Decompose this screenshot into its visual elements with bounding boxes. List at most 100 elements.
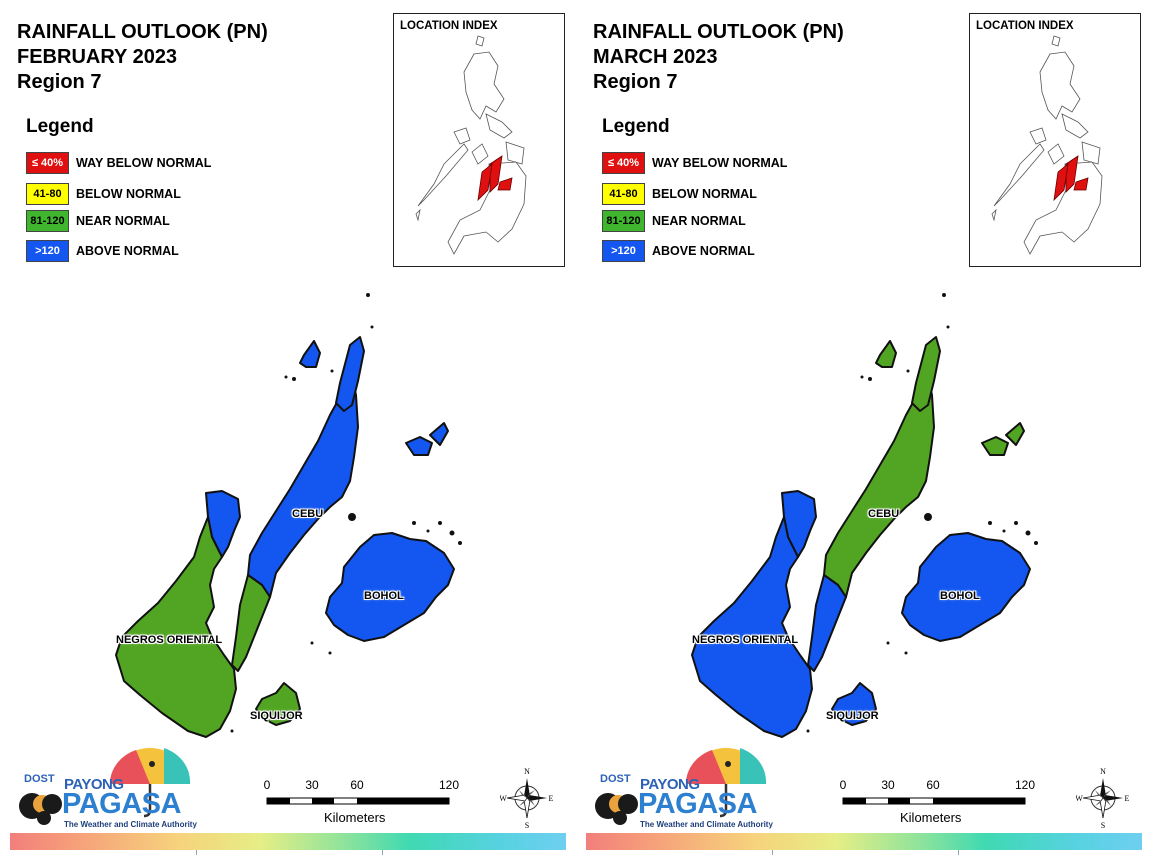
province-cebu-north <box>823 368 935 598</box>
legend-item-below-normal: 41-80 BELOW NORMAL <box>602 182 757 206</box>
logo-tagline: The Weather and Climate Authority <box>640 820 773 829</box>
logo-pagasa-text: PAGASA <box>638 788 757 820</box>
region-7-highlight <box>1053 155 1089 202</box>
legend-item-below-normal: 41-80 BELOW NORMAL <box>26 182 181 206</box>
legend-item-near-normal: 81-120 NEAR NORMAL <box>26 209 170 233</box>
legend-swatch: ≤ 40% <box>26 152 69 174</box>
pagasa-logo: DOST PAYONG PAGASA The Weather and Clima… <box>14 740 204 832</box>
scale-unit-label: Kilometers <box>324 810 386 825</box>
legend-swatch: ≤ 40% <box>602 152 645 174</box>
province-negros-oriental-south <box>691 516 813 738</box>
place-label-cebu: CEBU <box>868 508 900 520</box>
legend-label: ABOVE NORMAL <box>652 244 755 258</box>
legend-item-above-normal: >120 ABOVE NORMAL <box>26 239 179 263</box>
legend-label: ABOVE NORMAL <box>76 244 179 258</box>
province-cebu-south <box>807 574 847 672</box>
outlook-panel-march: RAINFALL OUTLOOK (PN) MARCH 2023 Region … <box>576 0 1152 864</box>
north-arrow: N E S W <box>1075 766 1130 830</box>
place-label-bohol: BOHOL <box>940 590 980 602</box>
legend-title: Legend <box>602 116 670 137</box>
legend-swatch: >120 <box>602 240 645 262</box>
scale-tick-label: 30 <box>881 778 895 792</box>
philippines-inset-map <box>415 35 527 255</box>
province-bantayan <box>299 340 321 368</box>
location-index-inset: LOCATION INDEX <box>969 13 1141 267</box>
outlook-panel-february: RAINFALL OUTLOOK (PN) FEBRUARY 2023 Regi… <box>10 13 566 855</box>
legend-swatch: >120 <box>26 240 69 262</box>
compass-e: E <box>1125 794 1130 803</box>
compass-w: W <box>500 794 507 803</box>
scale-tick-label: 60 <box>926 778 940 792</box>
title-line-1: RAINFALL OUTLOOK (PN) <box>593 21 844 43</box>
legend-label: NEAR NORMAL <box>76 214 170 228</box>
logo-payong-text: PAYONG <box>64 776 124 793</box>
compass-s: S <box>525 821 529 830</box>
legend-label: WAY BELOW NORMAL <box>652 156 788 170</box>
legend-swatch: 41-80 <box>602 183 645 205</box>
scale-tick-label: 120 <box>1014 778 1036 792</box>
region-7-provinces-map <box>115 293 462 738</box>
logo-dost-text: DOST <box>24 773 55 785</box>
title-line-2: MARCH 2023 <box>593 46 718 68</box>
legend-label: NEAR NORMAL <box>652 214 746 228</box>
legend-swatch: 41-80 <box>26 183 69 205</box>
compass-s: S <box>1101 821 1105 830</box>
title-line-3: Region 7 <box>17 71 102 93</box>
legend-item-way-below-normal: ≤ 40% WAY BELOW NORMAL <box>26 151 211 175</box>
legend-item-way-below-normal: ≤ 40% WAY BELOW NORMAL <box>602 151 787 175</box>
scale-tick-label: 30 <box>305 778 319 792</box>
scale-bar: 0 30 60 120 Kilometers <box>263 778 463 828</box>
title-line-2: FEBRUARY 2023 <box>17 46 178 68</box>
place-label-siquijor: SIQUIJOR <box>826 710 879 722</box>
title-line-3: Region 7 <box>593 71 678 93</box>
province-bohol <box>901 532 1031 642</box>
compass-e: E <box>549 794 554 803</box>
logo-dost-text: DOST <box>600 773 631 785</box>
compass-rose-icon: N E S W <box>499 767 554 830</box>
province-cebu-north <box>247 368 359 598</box>
province-camotes <box>405 422 449 456</box>
scale-bar: 0 30 60 120 Kilometers <box>839 778 1039 828</box>
scale-bar-graphic <box>842 797 1026 805</box>
location-index-label: LOCATION INDEX <box>400 20 498 32</box>
legend-item-above-normal: >120 ABOVE NORMAL <box>602 239 755 263</box>
location-index-inset: LOCATION INDEX <box>393 13 565 267</box>
umbrella-icon <box>19 748 191 825</box>
legend-swatch: 81-120 <box>602 210 645 232</box>
province-siquijor <box>831 682 877 726</box>
place-label-cebu: CEBU <box>292 508 324 520</box>
place-label-siquijor: SIQUIJOR <box>250 710 303 722</box>
map-title: RAINFALL OUTLOOK (PN) MARCH 2023 Region … <box>593 20 844 95</box>
pagasa-logo: DOST PAYONG PAGASA The Weather and Clima… <box>590 740 780 832</box>
north-arrow: N E S W <box>499 766 554 830</box>
scale-tick-label: 0 <box>839 778 847 792</box>
region-7-highlight <box>477 155 513 202</box>
compass-n: N <box>1100 767 1106 776</box>
scale-tick-label: 120 <box>438 778 460 792</box>
legend-item-near-normal: 81-120 NEAR NORMAL <box>602 209 746 233</box>
philippines-inset-map <box>991 35 1103 255</box>
scale-tick-label: 60 <box>350 778 364 792</box>
province-negros-oriental-south <box>115 516 237 738</box>
small-islets <box>230 293 462 733</box>
province-cebu-north-tip <box>911 336 941 412</box>
logo-payong-text: PAYONG <box>640 776 700 793</box>
province-cebu-north-tip <box>335 336 365 412</box>
legend-label: WAY BELOW NORMAL <box>76 156 212 170</box>
region-7-provinces-map <box>691 293 1038 738</box>
scale-tick-label: 0 <box>263 778 271 792</box>
compass-n: N <box>524 767 530 776</box>
map-title: RAINFALL OUTLOOK (PN) FEBRUARY 2023 Regi… <box>17 20 268 95</box>
small-islets <box>806 293 1038 733</box>
province-bantayan <box>875 340 897 368</box>
color-strip-footer <box>586 833 1142 855</box>
color-strip-footer <box>10 833 566 855</box>
legend-label: BELOW NORMAL <box>76 187 181 201</box>
umbrella-icon <box>595 748 767 825</box>
place-label-bohol: BOHOL <box>364 590 404 602</box>
province-siquijor <box>255 682 301 726</box>
place-label-negros-oriental: NEGROS ORIENTAL <box>116 634 223 646</box>
location-index-label: LOCATION INDEX <box>976 20 1074 32</box>
province-cebu-south <box>231 574 271 672</box>
place-label-negros-oriental: NEGROS ORIENTAL <box>692 634 799 646</box>
